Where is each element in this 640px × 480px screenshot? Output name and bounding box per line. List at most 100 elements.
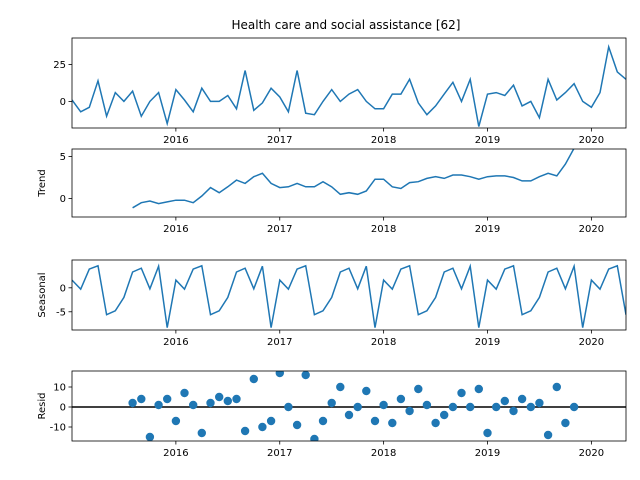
panel-trend: 0 5 2016 2017 2018 2019 2020 Trend <box>37 148 627 235</box>
panel-seasonal: -5 0 2016 2017 2018 2019 2020 Seasonal <box>37 259 627 348</box>
resid-point <box>292 420 302 430</box>
resid-point <box>466 402 475 412</box>
resid-xtick-label: 2018 <box>371 448 396 459</box>
resid-point <box>509 406 518 416</box>
resid-point <box>431 418 440 428</box>
trend-ylabel: Trend <box>37 169 48 197</box>
resid-point <box>171 416 181 426</box>
trend-ytick-label: 0 <box>60 194 66 205</box>
resid-point <box>492 402 501 412</box>
resid-point <box>569 402 579 412</box>
resid-point <box>448 402 458 412</box>
resid-point <box>379 400 388 410</box>
trend-xtick-label: 2020 <box>579 224 604 235</box>
resid-point <box>353 402 362 412</box>
trend-xtick-label: 2017 <box>267 224 292 235</box>
resid-point <box>327 398 336 408</box>
observed-xtick-label: 2020 <box>579 135 604 146</box>
observed-xtick-label: 2016 <box>163 135 188 146</box>
observed-xtick-label: 2017 <box>267 135 292 146</box>
resid-point <box>189 400 198 410</box>
panels-group: 0 25 2016 2017 2018 2019 2020 0 5 2016 2017 2018 201… <box>37 37 627 459</box>
resid-point <box>362 386 371 396</box>
seasonal-xtick-label: 2017 <box>267 337 292 348</box>
chart-title: Health care and social assistance [62] <box>232 18 461 32</box>
resid-point <box>405 406 414 416</box>
resid-point <box>388 418 397 428</box>
resid-point <box>561 418 570 428</box>
resid-point <box>414 384 423 394</box>
observed-series-line <box>72 43 626 127</box>
seasonal-series-line <box>72 263 626 328</box>
observed-xtick-label: 2018 <box>371 135 396 146</box>
resid-point <box>543 430 553 440</box>
resid-point <box>240 426 250 436</box>
resid-point <box>396 394 406 404</box>
resid-point <box>163 394 172 404</box>
seasonal-xtick-label: 2016 <box>163 337 188 348</box>
resid-point <box>197 428 206 438</box>
resid-point <box>310 434 319 441</box>
resid-point <box>457 388 466 398</box>
seasonal-xtick-label: 2018 <box>371 337 396 348</box>
resid-plot-area <box>72 371 626 441</box>
resid-point <box>266 416 276 426</box>
resid-point <box>552 382 561 392</box>
resid-xtick-label: 2017 <box>267 448 292 459</box>
resid-ytick-label: -10 <box>50 423 66 434</box>
seasonal-ytick-label: -5 <box>56 307 66 318</box>
resid-point <box>483 428 492 438</box>
trend-xtick-label: 2018 <box>371 224 396 235</box>
resid-xtick-label: 2019 <box>475 448 500 459</box>
seasonal-ylabel: Seasonal <box>37 272 48 317</box>
resid-point <box>517 394 527 404</box>
resid-point <box>500 396 509 406</box>
resid-point <box>258 422 267 432</box>
resid-point <box>232 394 241 404</box>
seasonal-xtick-label: 2020 <box>579 337 604 348</box>
trend-xtick-label: 2016 <box>163 224 188 235</box>
trend-xtick-label: 2019 <box>475 224 500 235</box>
resid-point <box>370 416 380 426</box>
resid-point <box>526 402 535 412</box>
resid-ytick-label: 10 <box>53 383 66 394</box>
panel-resid: -10 0 10 2016 2017 2018 2019 2020 Resid <box>37 370 627 459</box>
resid-point <box>535 398 544 408</box>
resid-point <box>154 400 163 410</box>
resid-xtick-label: 2016 <box>163 448 188 459</box>
resid-point <box>180 388 189 398</box>
trend-frame <box>71 148 627 218</box>
panel-observed: 0 25 2016 2017 2018 2019 2020 <box>53 37 627 146</box>
resid-point <box>318 416 328 426</box>
resid-point <box>223 396 232 406</box>
resid-frame <box>71 370 627 442</box>
seasonal-ytick-label: 0 <box>60 283 66 294</box>
resid-point <box>145 432 155 441</box>
resid-point <box>137 394 146 404</box>
resid-point <box>344 410 354 420</box>
resid-point <box>215 392 224 402</box>
trend-ytick-label: 5 <box>60 152 66 163</box>
observed-ytick-label: 0 <box>60 97 66 108</box>
resid-ylabel: Resid <box>37 393 48 420</box>
observed-plot-area <box>72 43 626 127</box>
resid-xtick-label: 2020 <box>579 448 604 459</box>
resid-point <box>284 402 293 412</box>
resid-point <box>336 382 345 392</box>
trend-series-line <box>132 149 575 209</box>
seasonal-frame <box>71 259 627 331</box>
trend-plot-area <box>132 149 575 209</box>
seasonal-plot-area <box>72 263 626 328</box>
resid-point <box>474 384 483 394</box>
resid-point <box>275 371 284 378</box>
resid-point <box>422 400 432 410</box>
observed-ytick-label: 25 <box>53 60 66 71</box>
resid-point <box>249 374 258 384</box>
resid-point <box>128 398 137 408</box>
observed-xtick-label: 2019 <box>475 135 500 146</box>
resid-point <box>301 371 310 380</box>
resid-point <box>206 398 215 408</box>
seasonal-xtick-label: 2019 <box>475 337 500 348</box>
resid-point <box>440 410 449 420</box>
